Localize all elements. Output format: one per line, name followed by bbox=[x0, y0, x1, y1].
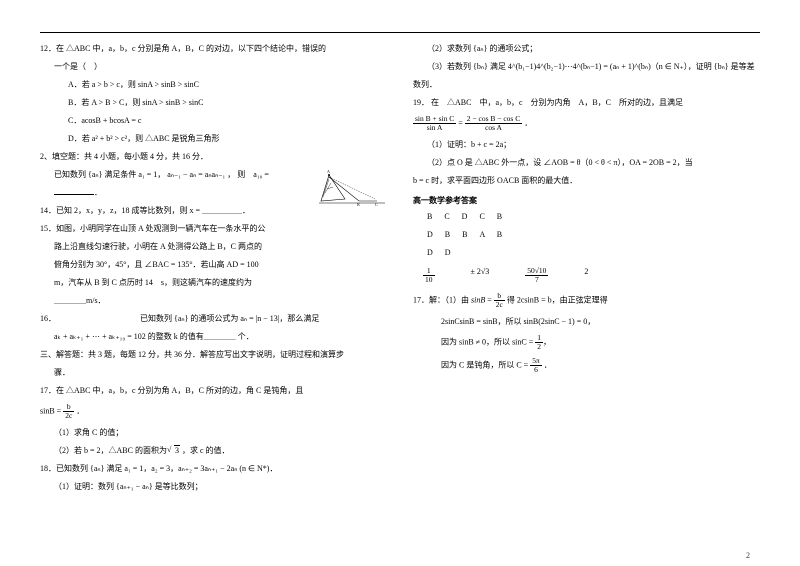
q12-optD: D．若 a² + b² > c²，则 △ABC 是锐角三角形 bbox=[40, 133, 387, 145]
q18-s1a: （1）证明：数列 bbox=[54, 482, 114, 491]
q18-s3a: （3）若数列 bbox=[427, 62, 471, 71]
sec3b: 骤． bbox=[40, 367, 387, 379]
svg-text:C: C bbox=[375, 202, 378, 207]
q17-s2a: （2）若 b = 2，△ABC 的面积为 bbox=[54, 446, 167, 455]
sol17a2: 得 2csinB = b，由正弦定理得 bbox=[507, 296, 608, 305]
sol17c-mid: sinC = bbox=[512, 337, 533, 346]
q12-optB: B．若 A > B > C，则 sinA > sinB > sinC bbox=[40, 97, 387, 109]
fa3d: 7 bbox=[525, 276, 548, 284]
sol17d-post: ． bbox=[544, 361, 552, 370]
fill-answers: 110 ± 2√3 50√107 2 bbox=[423, 267, 760, 285]
q16-brace: {aₙ} bbox=[174, 314, 188, 323]
sol17c-pre: 因为 sinB ≠ 0，所以 bbox=[441, 337, 510, 346]
sol17c-den: 2 bbox=[535, 343, 543, 351]
q15-d: m，汽车从 B 到 C 点历时 14 s，则这辆汽车的速度约为 bbox=[40, 277, 387, 289]
q18-s3d: 数列． bbox=[413, 79, 760, 91]
q15-e: ＿＿＿＿m/s． bbox=[40, 295, 387, 307]
ans-row3: D D bbox=[413, 247, 760, 259]
page-number: 2 bbox=[746, 551, 750, 560]
answer-heading: 高一数学参考答案 bbox=[413, 195, 760, 206]
sol17a: 17．解：（1）由 bbox=[413, 296, 469, 305]
q17-s1: （1）求角 C 的值； bbox=[40, 427, 387, 439]
q17-b: sinB = b2c ． bbox=[40, 403, 387, 421]
q18-s3-brace2: {bₙ} bbox=[714, 62, 729, 71]
q18-s1: （1）证明：数列 {aₙ₊₁ − aₙ} 是等比数列； bbox=[40, 481, 387, 493]
q18-s1-brace: {aₙ₊₁ − aₙ} bbox=[116, 482, 153, 491]
left-column: 12．在 △ABC 中，a，b，c 分别是角 A，B，C 的对边，以下四个结论中… bbox=[40, 33, 387, 546]
q17-s2b: ，求 c 的值． bbox=[182, 446, 230, 455]
q15-c: 俯角分别为 30°，45°，且 ∠BAC = 135°．若山高 AD = 100 bbox=[40, 259, 387, 271]
q19-s1: （1）证明：b + c = 2a； bbox=[413, 139, 760, 151]
q18-a-text: 18．已知数列 bbox=[40, 464, 88, 473]
sol17-line4: 因为 C 是钝角，所以 C = 5π6 ． bbox=[413, 357, 760, 375]
q18-s1b: 是等比数列； bbox=[155, 482, 203, 491]
ans-row1: B C D C B bbox=[413, 211, 760, 223]
q18-s3: （3）若数列 {bₙ} 满足 4^(b₁−1)4^(b₂−1)⋯4^(bₙ−1)… bbox=[413, 61, 760, 73]
q18-s2b: 的通项公式； bbox=[489, 44, 537, 53]
q18-brace: {aₙ} bbox=[90, 464, 104, 473]
q13-a: 已知数列 bbox=[54, 170, 86, 179]
svg-text:A: A bbox=[327, 169, 330, 174]
q13-brace: {aₙ} bbox=[88, 170, 102, 179]
q19-eq: sin B + sin Csin A = 2 − cos B − cos Cco… bbox=[413, 115, 760, 133]
sol17-line3: 因为 sinB ≠ 0，所以 sinC = 12， bbox=[413, 334, 760, 352]
sol17d-den: 6 bbox=[530, 366, 542, 374]
ans-row2: D B B A B bbox=[413, 229, 760, 241]
q16-b: 已知数列 bbox=[140, 314, 172, 323]
sec3: 三、解答题：共 3 题，每题 12 分，共 36 分．解答应写出文字说明，证明过… bbox=[40, 349, 387, 361]
q13-c: ． bbox=[94, 188, 102, 197]
q19-a: 19． 在 △ABC 中，a，b，c 分别为内角 A，B，C 所对的边，且满足 bbox=[413, 97, 760, 109]
sqrt3: 3 bbox=[174, 445, 180, 455]
q17-s2: （2）若 b = 2，△ABC 的面积为 3 ，求 c 的值． bbox=[40, 445, 387, 457]
svg-text:B: B bbox=[357, 202, 360, 207]
q19-lden: sin A bbox=[413, 124, 456, 132]
q18-s3-brace1: {bₙ} bbox=[473, 62, 488, 71]
q18-a: 18．已知数列 {aₙ} 满足 a₁ = 1，a₂ = 3，aₙ₊₂ = 3aₙ… bbox=[40, 463, 387, 475]
q17-b-post: ． bbox=[76, 407, 84, 416]
q18-s2a: （2）求数列 bbox=[427, 44, 471, 53]
q19-eq-post: ． bbox=[524, 119, 532, 128]
q19-s2a: （2）点 O 是 △ABC 外一点，设 ∠AOB = θ（0 < θ < π），… bbox=[413, 157, 760, 169]
right-column: （2）求数列 {aₙ} 的通项公式； （3）若数列 {bₙ} 满足 4^(b₁−… bbox=[413, 33, 760, 546]
fa1d: 10 bbox=[423, 276, 435, 284]
q18-b-text: 满足 a₁ = 1，a₂ = 3，aₙ₊₂ = 3aₙ₊₁ − 2aₙ (n ∈… bbox=[106, 464, 277, 473]
sol17-line2: 2sinCsinB = sinB，所以 sinB(2sinC − 1) = 0， bbox=[413, 316, 760, 328]
fill-heading: 2、填空题：共 4 小题，每小题 4 分，共 16 分． bbox=[40, 151, 387, 163]
q16-line1: 16． 已知数列 {aₙ} 的通项公式为 aₙ = |n − 13|，那么满足 bbox=[40, 313, 387, 325]
fa4: 2 bbox=[584, 267, 588, 285]
sol17d-mid: C = bbox=[516, 361, 528, 370]
q18-s2-brace: {aₙ} bbox=[473, 44, 487, 53]
q12-stem: 12．在 △ABC 中，a，b，c 分别是角 A，B，C 的对边，以下四个结论中… bbox=[40, 43, 387, 55]
mountain-diagram: A B C bbox=[317, 165, 387, 207]
q12-optC: C．acosB + bcosA = c bbox=[40, 115, 387, 127]
frac-den: 2c bbox=[63, 412, 74, 420]
q17-a: 17．在 △ABC 中，a，b，c 分别为角 A，B，C 所对的边，角 C 是钝… bbox=[40, 385, 387, 397]
sol17d-pre: 因为 C 是钝角，所以 bbox=[441, 361, 514, 370]
q19-s2b: b = c 时，求平面四边形 OACB 面积的最大值． bbox=[413, 175, 760, 187]
q18-s3b: 满足 4^(b₁−1)4^(b₂−1)⋯4^(bₙ−1) = (aₙ + 1)^… bbox=[490, 62, 712, 71]
q17-b-pre: sinB = bbox=[40, 407, 61, 416]
q16-c: 的通项公式为 aₙ = |n − 13|，那么满足 bbox=[190, 314, 319, 323]
q13-b: 满足条件 a₁ = 1， aₙ₋₁ − aₙ = aₙaₙ₋₁ ， 则 a₁₀ … bbox=[104, 170, 269, 179]
q18-s3c: 是等差 bbox=[731, 62, 755, 71]
fa2: ± 2√3 bbox=[471, 267, 490, 285]
q16-d: aₖ + aₖ₊₁ + ⋯ + aₖ₊₁₉ = 102 的整数 k 的值有＿＿＿… bbox=[40, 331, 387, 343]
q19-rden: cos A bbox=[465, 124, 522, 132]
sol17-line1: 17．解：（1）由 sinB = b2c 得 2csinB = b，由正弦定理得 bbox=[413, 292, 760, 310]
q18-s2: （2）求数列 {aₙ} 的通项公式； bbox=[413, 43, 760, 55]
q15-b: 路上沿直线匀速行驶，小明在 A 处测得公路上 B，C 两点的 bbox=[40, 241, 387, 253]
sol17a-den: 2c bbox=[494, 301, 505, 309]
q16-a: 16． bbox=[40, 314, 56, 323]
q12-optA: A．若 a > b > c，则 sinA > sinB > sinC bbox=[40, 79, 387, 91]
q12-stem2: 一个是（ ） bbox=[40, 61, 387, 73]
q15-a: 15．如图，小明同学在山顶 A 处观测到一辆汽车在一条水平的公 bbox=[40, 223, 387, 235]
